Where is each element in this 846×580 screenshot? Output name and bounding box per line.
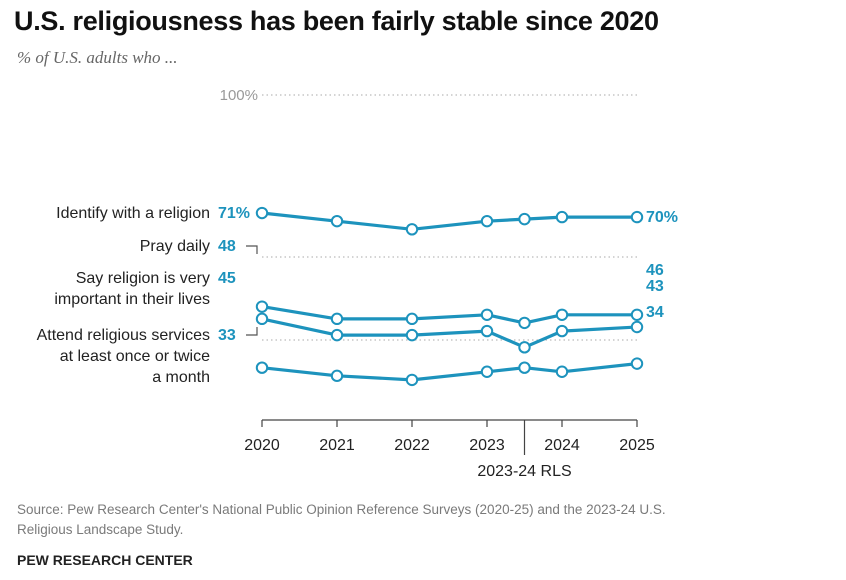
series-1-point-5 bbox=[555, 308, 569, 321]
series-2-point-6 bbox=[630, 320, 644, 334]
series-line-2 bbox=[261, 317, 638, 349]
series-0-point-3 bbox=[480, 214, 494, 228]
series-0-point-1 bbox=[330, 214, 344, 228]
series-3-point-5 bbox=[555, 365, 569, 378]
series-0-start-value: 71% bbox=[218, 205, 250, 222]
chart-title: U.S. religiousness has been fairly stabl… bbox=[14, 6, 659, 36]
series-1-label-line-0: Pray daily bbox=[140, 238, 210, 255]
series-0-point-0 bbox=[255, 206, 269, 220]
series-1-start-value: 48 bbox=[218, 238, 236, 255]
annotation-rls-label: 2023-24 RLS bbox=[477, 463, 571, 480]
series-3-label-line-0: Attend religious services bbox=[37, 327, 210, 344]
series-3-point-4 bbox=[518, 361, 531, 374]
series-2-point-5 bbox=[555, 324, 569, 338]
series-2-start-value: 45 bbox=[218, 270, 236, 287]
series-2-label-line-0: Say religion is very bbox=[76, 270, 210, 287]
series-line-0 bbox=[261, 211, 637, 231]
series-0-point-2 bbox=[405, 223, 419, 236]
series-3-point-6 bbox=[630, 357, 644, 370]
series-2-point-4 bbox=[518, 341, 531, 354]
series-0-label-line-0: Identify with a religion bbox=[56, 205, 210, 222]
source-note: Source: Pew Research Center's National P… bbox=[17, 502, 666, 537]
pray-daily-connector bbox=[246, 245, 258, 254]
organization-name: PEW RESEARCH CENTER bbox=[17, 552, 193, 568]
series-3-end-value: 34 bbox=[646, 304, 664, 321]
series-2-point-3 bbox=[480, 324, 494, 338]
series-1-point-1 bbox=[330, 312, 344, 326]
series-0-end-value: 70% bbox=[646, 209, 678, 226]
x-tick-label-2023: 2023 bbox=[469, 437, 505, 454]
series-1-point-2 bbox=[405, 312, 419, 326]
x-tick-label-2021: 2021 bbox=[319, 437, 355, 454]
series-2-label-line-1: important in their lives bbox=[54, 291, 210, 308]
series-1-point-0 bbox=[255, 300, 269, 313]
series-0-point-5 bbox=[555, 210, 569, 224]
attend-connector bbox=[246, 327, 258, 336]
series-1-point-6 bbox=[630, 308, 644, 321]
series-3-start-value: 33 bbox=[218, 327, 236, 344]
chart-subtitle: % of U.S. adults who ... bbox=[17, 48, 178, 67]
x-tick-label-2020: 2020 bbox=[244, 437, 280, 454]
x-tick-label-2024: 2024 bbox=[544, 437, 580, 454]
x-tick-label-2022: 2022 bbox=[394, 437, 430, 454]
series-0-point-6 bbox=[630, 210, 644, 224]
series-3-point-3 bbox=[480, 365, 494, 378]
series-3-label-line-2: a month bbox=[152, 369, 210, 386]
series-2-end-value: 43 bbox=[646, 278, 664, 295]
series-2-point-2 bbox=[405, 328, 419, 342]
series-1-point-3 bbox=[480, 308, 494, 321]
series-line-1 bbox=[261, 305, 637, 325]
series-2-point-1 bbox=[330, 328, 344, 342]
x-tick-label-2025: 2025 bbox=[619, 437, 655, 454]
series-2-point-0 bbox=[255, 312, 269, 326]
series-line-3 bbox=[261, 362, 638, 382]
series-1-point-4 bbox=[518, 316, 531, 330]
y-tick-100-label: 100% bbox=[220, 87, 258, 104]
series-1-end-value: 46 bbox=[646, 262, 664, 279]
line-chart: 100% 2020 2021 2022 2023 2024 2025 2023-24 RLS I… bbox=[37, 87, 678, 480]
series-3-point-1 bbox=[330, 369, 344, 383]
series-3-label-line-1: at least once or twice bbox=[60, 348, 210, 365]
series-3-point-0 bbox=[255, 361, 269, 374]
series-0-point-4 bbox=[518, 212, 531, 226]
series-3-point-2 bbox=[405, 373, 419, 387]
